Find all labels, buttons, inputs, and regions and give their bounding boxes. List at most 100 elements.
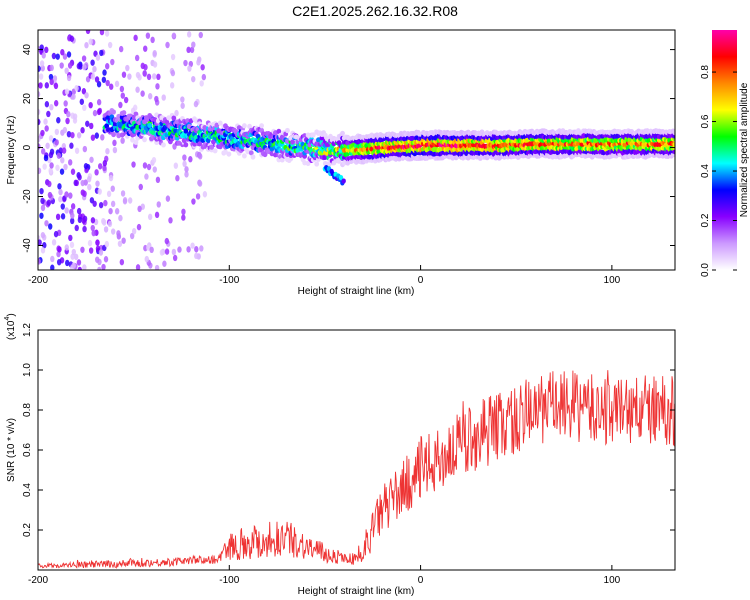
heatmap-noise-cell — [174, 109, 179, 117]
heatmap-noise-cell — [101, 76, 107, 83]
heatmap-ridge-cell — [340, 130, 345, 136]
heatmap-noise-cell — [82, 190, 87, 198]
heatmap-ridge-cell — [161, 142, 166, 148]
colorbar-ticks: 0.0 0.2 0.4 0.6 0.8 — [700, 65, 737, 277]
heatmap-noise-cell — [69, 35, 75, 42]
heatmap-ridge-cell — [262, 151, 268, 158]
heatmap-noise-cell — [80, 246, 85, 253]
heatmap-noise-cell — [154, 211, 160, 219]
heatmap-noise-cell — [90, 73, 96, 80]
heatmap-ridge-cell — [290, 139, 296, 145]
heatmap-noise-cell — [114, 80, 120, 88]
heatmap-noise-cell — [60, 203, 65, 210]
heatmap-noise-cell — [64, 207, 69, 214]
heatmap-noise-cell — [74, 85, 79, 92]
heatmap-noise-cell — [70, 168, 76, 175]
heatmap-ridge-cell — [209, 144, 215, 150]
heatmap-noise-cell — [172, 254, 178, 262]
heatmap-noise-cell — [149, 246, 154, 254]
heatmap-noise-cell — [50, 255, 55, 263]
heatmap-noise-cell — [85, 120, 90, 127]
heatmap-ridge-cell — [171, 115, 177, 121]
heatmap-noise-cell — [42, 163, 47, 170]
heatmap-noise-cell — [104, 240, 109, 248]
heatmap-noise-cell — [81, 88, 87, 95]
heatmap-noise-cell — [147, 213, 153, 221]
heatmap-noise-cell — [43, 154, 49, 162]
heatmap-noise-cell — [170, 69, 176, 77]
heatmap-noise-cell — [177, 246, 182, 253]
heatmap-noise-cell — [38, 82, 43, 89]
heatmap-noise-cell — [98, 201, 104, 209]
heatmap-ridge-cell — [166, 115, 172, 121]
heatmap-noise-cell — [120, 137, 125, 144]
heatmap-noise-cell — [102, 159, 108, 167]
heatmap-noise-cell — [74, 147, 80, 154]
heatmap-noise-cell — [164, 248, 170, 255]
colorbar-tick-label: 0.4 — [700, 164, 711, 178]
heatmap-noise-cell — [73, 179, 78, 187]
heatmap-noise-cell — [100, 134, 105, 141]
heatmap-noise-cell — [41, 148, 46, 155]
heatmap-ridge-cell — [212, 148, 218, 154]
heatmap-noise-cell — [127, 73, 132, 80]
heatmap-noise-cell — [60, 157, 65, 164]
heatmap-noise-cell — [97, 266, 102, 270]
heatmap-ridge-cell — [197, 141, 203, 147]
heatmap-noise-cell — [169, 82, 175, 89]
x-tick-label: 100 — [604, 275, 621, 286]
snr-y-label: SNR (10 * v/v) — [6, 418, 17, 482]
heatmap-noise-cell — [84, 42, 89, 49]
heatmap-ridge-cell — [259, 123, 265, 129]
heatmap-noise-cell — [147, 93, 153, 100]
heatmap-noise-cell — [43, 118, 48, 125]
x-tick-label: 100 — [604, 575, 621, 586]
heatmap-noise-cell — [42, 242, 47, 249]
heatmap-ridge-cell — [250, 154, 256, 160]
heatmap-noise-cell — [62, 53, 68, 60]
heatmap-noise-cell — [44, 101, 50, 108]
heatmap-noise-cell — [40, 129, 45, 137]
heatmap-ridge-cell — [336, 158, 342, 164]
heatmap-noise-cell — [170, 53, 176, 61]
heatmap-noise-cell — [60, 213, 66, 220]
heatmap-noise-cell — [151, 73, 157, 80]
y-tick-label: 0.2 — [22, 523, 33, 537]
heatmap-noise-cell — [117, 240, 123, 247]
heatmap-noise-cell — [108, 174, 114, 182]
heatmap-noise-cell — [112, 146, 118, 154]
heatmap-noise-cell — [38, 143, 41, 150]
heatmap-noise-cell — [186, 46, 191, 54]
colorbar-label: Normalized spectral amplitude — [739, 82, 750, 217]
heatmap-noise-cell — [64, 191, 69, 198]
heatmap-noise-cell — [97, 163, 103, 170]
heatmap-noise-cell — [99, 49, 104, 57]
heatmap-noise-cell — [131, 228, 137, 235]
heatmap-noise-cell — [69, 142, 74, 149]
heatmap-noise-cell — [65, 117, 70, 125]
heatmap-noise-cell — [66, 110, 71, 118]
heatmap-noise-cell — [48, 223, 53, 230]
heatmap-noise-cell — [183, 59, 188, 67]
heatmap-noise-cell — [168, 217, 173, 224]
heatmap-noise-cell — [197, 180, 203, 187]
heatmap-noise-cell — [110, 200, 116, 208]
heatmap-noise-cell — [70, 131, 75, 139]
heatmap-noise-cell — [107, 220, 113, 228]
heatmap-ridge-cell — [310, 132, 316, 138]
heatmap-noise-cell — [106, 190, 112, 198]
heatmap-noise-cell — [194, 252, 199, 260]
heatmap-noise-cell — [48, 73, 54, 81]
heatmap-noise-cell — [81, 55, 87, 62]
heatmap-noise-cell — [53, 100, 59, 107]
heatmap-noise-cell — [63, 163, 68, 171]
x-tick-label: -200 — [28, 575, 48, 586]
heatmap-noise-cell — [103, 256, 109, 263]
heatmap-noise-cell — [198, 31, 203, 39]
heatmap-ridge-cell — [183, 128, 189, 134]
heatmap-noise-cell — [77, 216, 83, 224]
heatmap-noise-cell — [146, 163, 152, 171]
y-tick-label: 0.6 — [22, 443, 33, 457]
heatmap-noise-cell — [103, 226, 109, 233]
y-tick-label: 0.4 — [22, 483, 33, 497]
